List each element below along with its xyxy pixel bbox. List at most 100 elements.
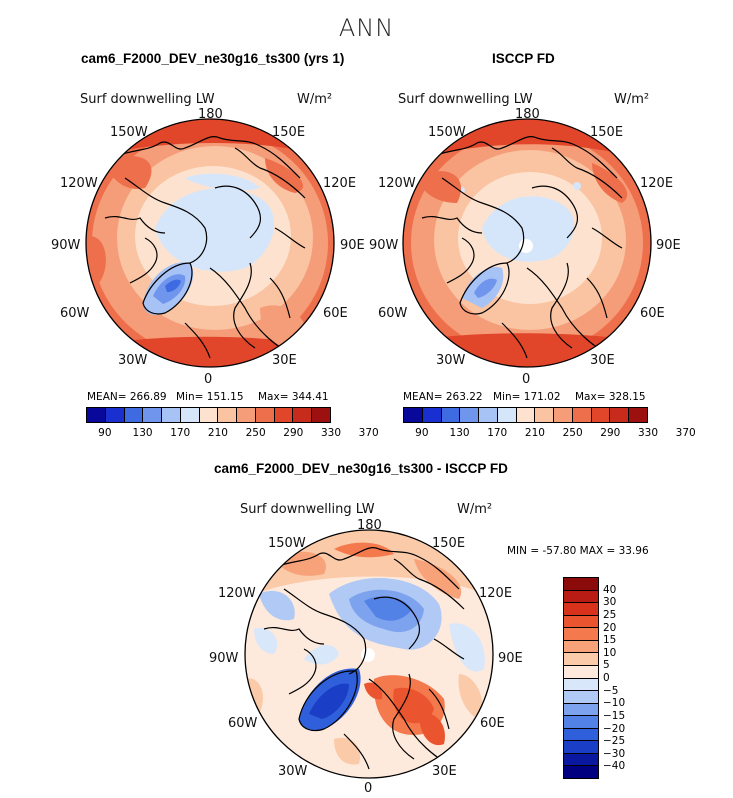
panel-2-lon-150w: 150W [428, 125, 466, 140]
colorbar-tick-label: 330 [637, 427, 659, 439]
colorbar-swatch [564, 603, 598, 616]
panel-3-lon-90e: 90E [498, 651, 523, 666]
colorbar-swatch [564, 703, 598, 717]
panel-3-colorbar-ticks: 40 30 25 20 15 10 5 0 −5 −10 −15 −20 −25 −30 −40 [603, 577, 643, 779]
colorbar-swatch [564, 590, 598, 604]
panel-3-lon-30w: 30W [278, 764, 308, 779]
colorbar-tick-label: 90 [415, 427, 429, 439]
colorbar-swatch [564, 753, 598, 767]
panel-2-lon-30w: 30W [436, 353, 466, 368]
colorbar-tick-label: −30 [603, 747, 626, 760]
panel-2-title: ISCCP FD [492, 51, 555, 66]
panel-3-units: W/m² [457, 502, 493, 517]
colorbar-swatch [404, 408, 423, 422]
panel-3-lon-150w: 150W [268, 536, 306, 551]
panel-3-lon-90w: 90W [209, 651, 239, 666]
colorbar-swatch [497, 408, 517, 422]
panel-1-lon-150w: 150W [110, 125, 148, 140]
colorbar-tick-label: 40 [603, 583, 617, 596]
colorbar-tick-label: 90 [98, 427, 112, 439]
panel-1-title: cam6_F2000_DEV_ne30g16_ts300 (yrs 1) [81, 51, 345, 66]
panel-2-lon-60e: 60E [640, 306, 665, 321]
colorbar-swatch [564, 665, 598, 679]
panel-3-polar-map [244, 529, 494, 779]
colorbar-swatch [610, 408, 630, 422]
colorbar-swatch [479, 408, 498, 422]
panel-2-lon-30e: 30E [590, 353, 615, 368]
colorbar-tick-label: −25 [603, 735, 626, 748]
colorbar-tick-label: 370 [358, 427, 379, 439]
colorbar-swatch [516, 408, 536, 422]
panel-2-lon-150e: 150E [590, 125, 624, 140]
colorbar-swatch [564, 653, 598, 666]
panel-1-polar-map [85, 118, 335, 368]
colorbar-swatch [274, 408, 294, 422]
panel-3-lon-180: 180 [357, 518, 382, 533]
panel-1-lon-60e: 60E [323, 306, 348, 321]
colorbar-swatch [564, 691, 598, 704]
colorbar-tick-label: −15 [603, 709, 626, 722]
colorbar-swatch [564, 741, 598, 754]
panel-1-lon-30e: 30E [272, 353, 297, 368]
panel-3-title: cam6_F2000_DEV_ne30g16_ts300 - ISCCP FD [214, 461, 508, 476]
colorbar-tick-label: 170 [487, 427, 508, 439]
panel-1-lon-60w: 60W [60, 306, 90, 321]
colorbar-tick-label: 10 [603, 646, 617, 659]
colorbar-swatch [422, 408, 442, 422]
panel-2-variable-label: Surf downwelling LW [398, 92, 533, 107]
panel-1-lon-90w: 90W [51, 238, 81, 253]
colorbar-tick-label: 30 [603, 596, 617, 609]
colorbar-tick-label: 20 [603, 621, 617, 634]
colorbar-swatch [143, 408, 163, 422]
panel-2-lon-120w: 120W [378, 176, 416, 191]
colorbar-tick-label: 290 [283, 427, 304, 439]
colorbar-tick-label: −40 [603, 760, 626, 773]
colorbar-swatch [564, 578, 598, 591]
colorbar-swatch [564, 640, 598, 654]
colorbar-tick-label: 15 [603, 634, 617, 647]
panel-2-lon-0: 0 [522, 372, 531, 387]
panel-1-max: Max= 344.41 [258, 391, 329, 403]
colorbar-swatch [255, 408, 275, 422]
colorbar-tick-label: 250 [562, 427, 583, 439]
colorbar-tick-label: 25 [603, 608, 617, 621]
panel-2-max: Max= 328.15 [575, 391, 646, 403]
colorbar-tick-label: 5 [603, 659, 610, 672]
panel-2-mean: MEAN= 263.22 [403, 391, 483, 403]
colorbar-tick-label: 0 [603, 672, 610, 684]
colorbar-swatch [180, 408, 200, 422]
colorbar-swatch [591, 408, 611, 422]
panel-1-mean: MEAN= 266.89 [87, 391, 167, 403]
panel-3-lon-120w: 120W [218, 586, 256, 601]
colorbar-tick-label: 330 [320, 427, 342, 439]
panel-1-lon-180: 180 [198, 107, 223, 122]
colorbar-swatch [460, 408, 480, 422]
colorbar-swatch [218, 408, 238, 422]
colorbar-swatch [564, 766, 598, 778]
colorbar-swatch [124, 408, 144, 422]
colorbar-swatch [293, 408, 313, 422]
colorbar-swatch [535, 408, 555, 422]
panel-1-units: W/m² [297, 92, 333, 107]
panel-1-lon-120w: 120W [60, 176, 98, 191]
panel-2-min: Min= 171.02 [493, 391, 561, 403]
panel-2-lon-90w: 90W [369, 238, 399, 253]
panel-1-lon-90e: 90E [340, 238, 365, 253]
panel-1-lon-0: 0 [204, 372, 213, 387]
colorbar-tick-label: −10 [603, 697, 626, 710]
colorbar-swatch [564, 678, 598, 692]
colorbar-swatch [162, 408, 181, 422]
figure-title: ANN [338, 14, 395, 42]
colorbar-swatch [564, 615, 598, 629]
panel-2-lon-60w: 60W [378, 306, 408, 321]
panel-1-lon-30w: 30W [118, 353, 148, 368]
panel-2-colorbar [403, 407, 648, 423]
panel-3-variable-label: Surf downwelling LW [240, 502, 375, 517]
colorbar-swatch [564, 628, 598, 641]
panel-1-colorbar [86, 407, 331, 423]
colorbar-swatch [105, 408, 125, 422]
colorbar-tick-label: 250 [245, 427, 266, 439]
panel-3-colorbar [563, 577, 599, 779]
colorbar-tick-label: 170 [170, 427, 191, 439]
colorbar-tick-label: −20 [603, 722, 626, 735]
